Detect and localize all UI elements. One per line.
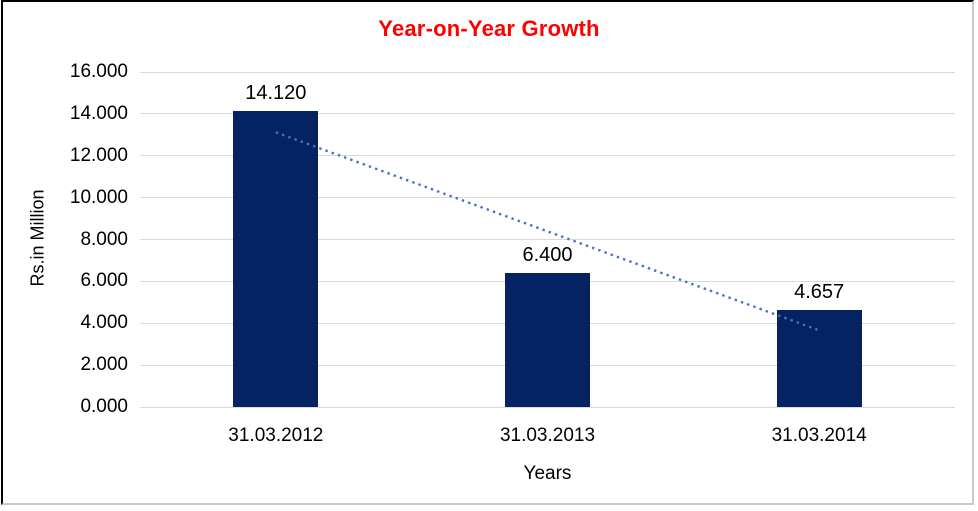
trendline xyxy=(275,131,820,332)
plot-area: 14.120 6.400 4.657 xyxy=(140,71,955,408)
x-tick-label: 31.03.2014 xyxy=(771,425,867,446)
bar xyxy=(776,309,862,407)
gridline xyxy=(140,113,955,115)
gridline xyxy=(140,239,955,240)
gridline xyxy=(140,197,955,199)
y-axis-tick-labels: 0.000 2.000 4.000 6.000 8.000 10.000 12.000 14.… xyxy=(0,0,128,511)
gridline xyxy=(140,71,955,73)
y-tick-label: 6.000 xyxy=(80,270,128,292)
gridline xyxy=(140,406,955,408)
x-axis-tick-labels: 31.03.2012 31.03.2013 31.03.2014 xyxy=(140,425,955,451)
x-axis-title: Years xyxy=(523,463,572,484)
x-tick-label: 31.03.2012 xyxy=(228,425,324,446)
y-tick-label: 12.000 xyxy=(69,144,128,166)
y-tick-label: 10.000 xyxy=(69,186,128,208)
y-tick-label: 0.000 xyxy=(80,396,128,417)
y-tick-label: 14.000 xyxy=(69,102,128,124)
bar xyxy=(233,111,319,407)
y-tick-label: 8.000 xyxy=(80,228,128,250)
bar xyxy=(505,273,590,407)
chart-title: Year-on-Year Growth xyxy=(378,16,600,41)
bar-value-label: 14.120 xyxy=(245,82,307,105)
y-tick-label: 2.000 xyxy=(80,354,128,376)
bar-value-label: 4.657 xyxy=(794,280,845,303)
y-tick-label: 16.000 xyxy=(69,61,128,82)
trendline-layer xyxy=(275,131,820,332)
x-tick-label: 31.03.2013 xyxy=(499,425,596,446)
gridline xyxy=(140,155,955,157)
y-tick-label: 4.000 xyxy=(80,312,128,334)
bar-value-label: 6.400 xyxy=(522,244,573,266)
